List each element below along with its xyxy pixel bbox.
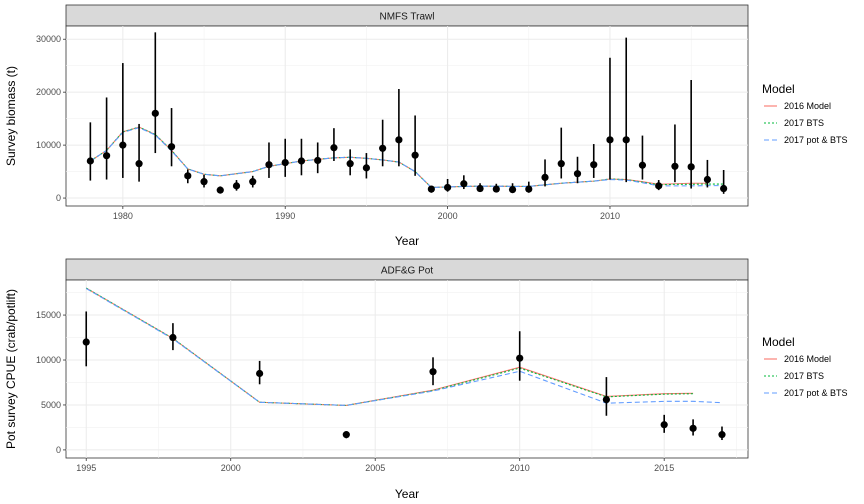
nmfs-trawl-x-tick-label: 2010 [600,211,620,221]
nmfs-trawl-observation-point [216,186,224,194]
adfg-pot-observation-point [82,338,90,346]
nmfs-trawl-x-tick-label: 1990 [275,211,295,221]
adfg-pot-series-2017-pot-and-bts [85,288,723,406]
nmfs-trawl-observation-point [119,141,127,149]
adfg-pot-legend-label: 2016 Model [784,354,831,364]
adfg-pot-y-axis-title: Pot survey CPUE (crab/potlift) [4,289,18,449]
nmfs-trawl-observation-point [638,161,647,169]
nmfs-trawl-observation-point [86,157,94,165]
adfg-pot-observation-point [689,424,697,432]
nmfs-trawl-observation-point [606,136,614,144]
nmfs-trawl-observation-point [655,182,663,190]
adfg-pot-observation-point [516,354,524,362]
nmfs-trawl-observation-point [590,161,598,169]
nmfs-trawl-observation-point [167,143,176,151]
nmfs-trawl-observation-point [297,157,306,165]
nmfs-trawl-observation-point [151,109,159,117]
adfg-pot-x-tick-label: 2010 [510,463,530,473]
nmfs-trawl-observation-point [443,183,452,192]
nmfs-trawl-x-axis-title: Year [395,234,419,248]
adfg-pot-y-tick-label: 5000 [41,400,61,410]
nmfs-trawl-observation-point [573,170,582,178]
nmfs-trawl-observation-point [379,144,387,152]
nmfs-trawl-observation-point [249,178,257,186]
nmfs-trawl-observation-point [460,180,468,188]
nmfs-trawl-observation-point [703,175,712,184]
adfg-pot-y-tick-label: 10000 [36,355,61,365]
adfg-pot-series-2017-bts [85,287,694,406]
nmfs-trawl-x-tick-label: 2000 [438,211,458,221]
nmfs-trawl-legend: Model 2016 Model 2017 BTS 2017 pot & BTS [762,82,848,149]
nmfs-trawl-observation-point [265,161,273,169]
adfg-pot-observation-point [342,431,350,439]
nmfs-trawl-observation-point [525,185,533,193]
nmfs-trawl-observation-point [281,158,289,167]
adfg-pot-legend: Model 2016 Model 2017 BTS 2017 pot & BTS [762,335,848,402]
nmfs-trawl-y-tick-label: 30000 [36,34,61,44]
adfg-pot-x-tick-label: 2000 [221,463,241,473]
nmfs-trawl-legend-label: 2016 Model [784,101,831,111]
nmfs-trawl-y-tick-label: 10000 [36,140,61,150]
adfg-pot-observation-point [256,369,264,378]
nmfs-trawl-legend-title: Model [762,82,795,96]
nmfs-trawl-observation-point [330,144,338,152]
nmfs-trawl-legend-label: 2017 BTS [784,118,824,128]
adfg-pot-panel: ADF&G Pot 1995 2000 2005 2010 2015 0 5000 1000… [4,258,848,501]
nmfs-trawl-observation-point [411,151,419,159]
adfg-pot-legend-key [762,368,779,385]
adfg-pot-strip-title: ADF&G Pot [381,266,433,277]
nmfs-trawl-legend-key [762,115,779,132]
nmfs-trawl-observation-point [232,182,241,190]
adfg-pot-plot-area [65,279,749,459]
nmfs-trawl-observation-point [508,185,517,194]
nmfs-trawl-y-tick-label: 20000 [36,87,61,97]
nmfs-trawl-observation-point [200,178,208,186]
adfg-pot-observation-point [429,368,437,376]
nmfs-trawl-strip-title: NMFS Trawl [380,12,435,23]
adfg-pot-legend-label: 2017 pot & BTS [784,388,848,398]
nmfs-trawl-y-axis-title: Survey biomass (t) [4,66,18,166]
nmfs-trawl-observation-point [362,164,371,172]
adfg-pot-observation-point [660,421,668,429]
nmfs-trawl-observation-point [492,185,500,193]
nmfs-trawl-plot-area [65,25,749,207]
nmfs-trawl-observation-point [671,162,679,170]
adfg-pot-x-tick-label: 2015 [654,463,674,473]
adfg-pot-x-tick-label: 1995 [76,463,96,473]
adfg-pot-x-axis-title: Year [395,487,419,501]
nmfs-trawl-panel: NMFS Trawl 1980 1990 2000 2010 0 10000 20000 3… [4,4,848,248]
adfg-pot-x-tick-label: 2005 [365,463,385,473]
nmfs-trawl-observation-point [720,184,728,193]
nmfs-trawl-x-tick-label: 1980 [113,211,133,221]
adfg-pot-y-tick-label: 15000 [36,310,61,320]
nmfs-trawl-observation-point [687,163,695,171]
adfg-pot-legend-label: 2017 BTS [784,371,824,381]
nmfs-trawl-observation-point [427,185,435,193]
nmfs-trawl-observation-point [541,173,549,182]
nmfs-trawl-observation-point [314,156,322,165]
nmfs-trawl-legend-key [762,132,779,149]
nmfs-trawl-observation-point [346,160,354,168]
nmfs-trawl-observation-point [557,160,565,168]
nmfs-trawl-observation-point [102,152,111,160]
adfg-pot-legend-title: Model [762,335,795,349]
adfg-pot-legend-key [762,385,779,402]
adfg-pot-y-tick-label: 0 [56,445,61,455]
nmfs-trawl-observation-point [622,136,630,144]
adfg-pot-observation-point [602,395,610,404]
nmfs-trawl-observation-point [184,172,192,180]
nmfs-trawl-series-2017-pot-and-bts [90,127,724,189]
nmfs-trawl-legend-label: 2017 pot & BTS [784,135,848,145]
adfg-pot-observation-point [718,431,726,439]
nmfs-trawl-observation-point [476,184,484,193]
nmfs-trawl-y-tick-label: 0 [56,193,61,203]
nmfs-trawl-observation-point [135,160,143,168]
nmfs-trawl-observation-point [395,136,403,144]
adfg-pot-observation-point [169,333,177,342]
